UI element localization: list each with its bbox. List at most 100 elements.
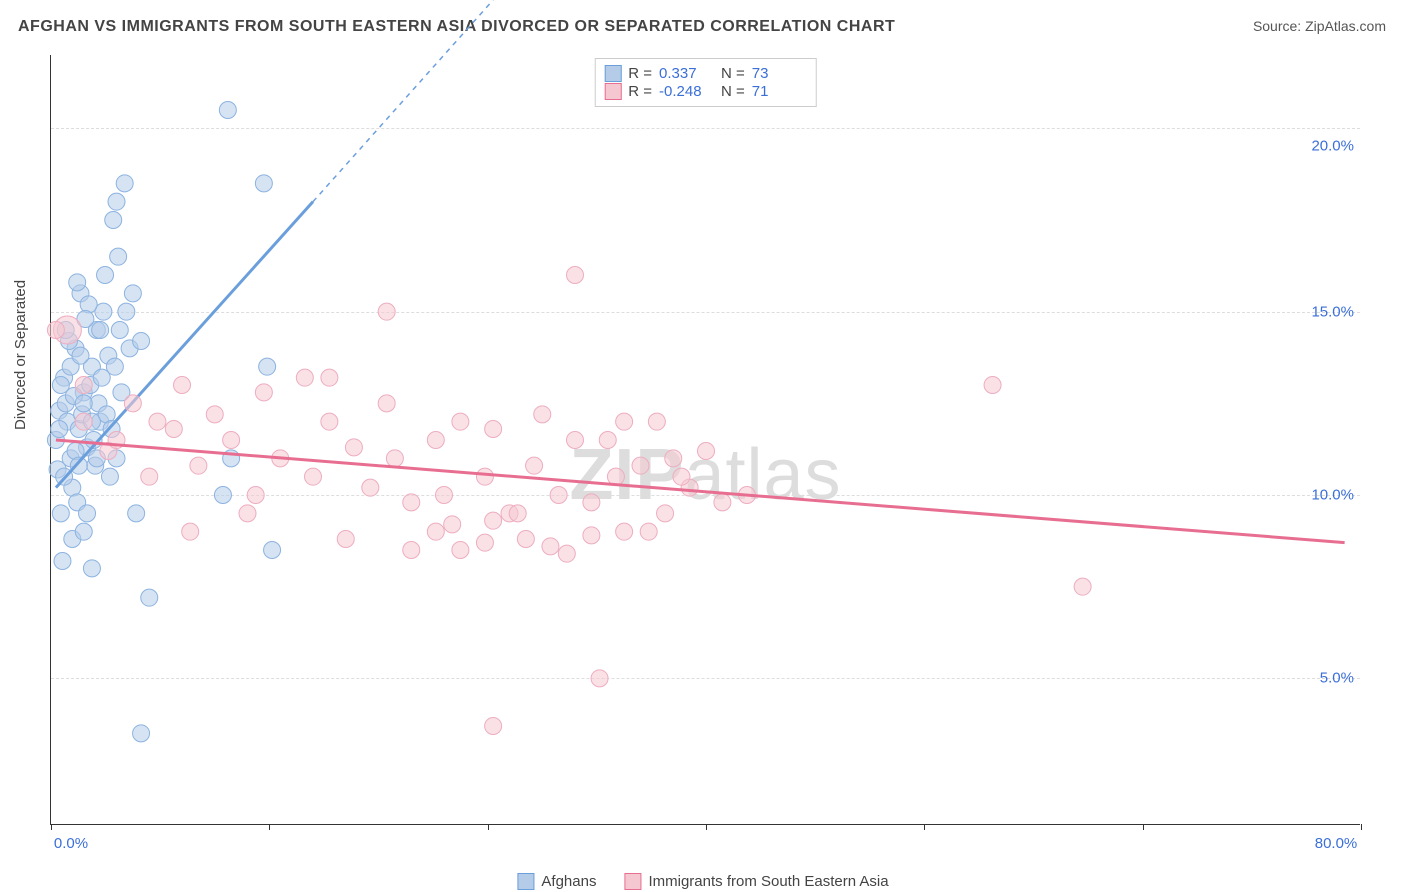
data-point-series-1	[362, 479, 379, 496]
data-point-series-0	[101, 468, 118, 485]
data-point-series-1	[403, 494, 420, 511]
data-point-series-1	[255, 384, 272, 401]
y-axis-label: Divorced or Separated	[12, 280, 29, 430]
data-point-series-1	[386, 450, 403, 467]
source-label: Source: ZipAtlas.com	[1253, 18, 1386, 34]
data-point-series-0	[75, 523, 92, 540]
data-point-series-1	[206, 406, 223, 423]
data-point-series-1	[452, 413, 469, 430]
data-point-series-1	[657, 505, 674, 522]
legend-stats-row-1: R = -0.248 N = 71	[604, 83, 807, 100]
data-point-series-1	[321, 369, 338, 386]
data-point-series-0	[52, 377, 69, 394]
data-point-series-0	[255, 175, 272, 192]
data-point-series-1	[337, 531, 354, 548]
data-point-series-0	[110, 248, 127, 265]
data-point-series-1	[607, 468, 624, 485]
data-point-series-1	[223, 432, 240, 449]
data-point-series-1	[714, 494, 731, 511]
data-point-series-1	[476, 468, 493, 485]
data-point-series-1	[640, 523, 657, 540]
data-point-series-0	[79, 505, 96, 522]
data-point-series-0	[214, 487, 231, 504]
data-point-series-1	[378, 303, 395, 320]
data-point-series-0	[80, 296, 97, 313]
data-point-series-0	[108, 193, 125, 210]
data-point-series-1	[542, 538, 559, 555]
x-tick	[1361, 824, 1362, 830]
data-point-series-1	[591, 670, 608, 687]
data-point-series-1	[517, 531, 534, 548]
x-tick	[924, 824, 925, 830]
data-point-series-1	[427, 432, 444, 449]
legend-item-1: Immigrants from South Eastern Asia	[624, 873, 888, 890]
data-point-series-0	[118, 303, 135, 320]
data-point-series-1	[616, 523, 633, 540]
data-point-series-1	[558, 545, 575, 562]
swatch-series-0	[604, 65, 621, 82]
data-point-series-1	[583, 494, 600, 511]
data-point-series-0	[219, 102, 236, 119]
data-point-series-0	[92, 322, 109, 339]
data-point-series-1	[165, 421, 182, 438]
data-point-series-0	[133, 333, 150, 350]
data-point-series-0	[259, 358, 276, 375]
data-point-series-1	[534, 406, 551, 423]
data-point-series-1	[485, 718, 502, 735]
x-tick-label: 80.0%	[1315, 835, 1358, 852]
swatch-bottom-1	[624, 873, 641, 890]
data-point-series-0	[133, 725, 150, 742]
data-point-series-0	[69, 274, 86, 291]
data-point-series-1	[567, 432, 584, 449]
data-point-series-1	[648, 413, 665, 430]
data-point-series-0	[106, 358, 123, 375]
data-point-series-0	[52, 505, 69, 522]
data-point-series-1	[673, 468, 690, 485]
data-point-series-1	[75, 377, 92, 394]
data-point-series-1	[665, 450, 682, 467]
data-point-series-1	[509, 505, 526, 522]
data-point-series-1	[141, 468, 158, 485]
data-point-series-1	[190, 457, 207, 474]
data-point-series-1	[550, 487, 567, 504]
data-point-series-1	[436, 487, 453, 504]
data-point-series-1	[1074, 578, 1091, 595]
data-point-series-0	[124, 285, 141, 302]
data-point-series-0	[75, 395, 92, 412]
data-point-series-0	[116, 175, 133, 192]
data-point-series-1	[75, 413, 92, 430]
swatch-bottom-0	[517, 873, 534, 890]
data-point-series-1	[476, 534, 493, 551]
x-tick	[51, 824, 52, 830]
data-point-series-1	[47, 322, 64, 339]
data-point-series-1	[616, 413, 633, 430]
data-point-series-1	[174, 377, 191, 394]
x-tick-label: 0.0%	[54, 835, 88, 852]
legend-stats-row-0: R = 0.337 N = 73	[604, 65, 807, 82]
legend-item-0: Afghans	[517, 873, 596, 890]
data-point-series-1	[698, 443, 715, 460]
data-point-series-0	[72, 347, 89, 364]
data-point-series-1	[427, 523, 444, 540]
legend-stats: R = 0.337 N = 73 R = -0.248 N = 71	[594, 58, 817, 107]
data-point-series-1	[485, 512, 502, 529]
data-point-series-1	[305, 468, 322, 485]
x-tick	[269, 824, 270, 830]
regression-line-series-0	[56, 202, 313, 488]
data-point-series-1	[984, 377, 1001, 394]
data-point-series-1	[182, 523, 199, 540]
x-tick	[706, 824, 707, 830]
data-point-series-1	[321, 413, 338, 430]
x-tick	[1143, 824, 1144, 830]
swatch-series-1	[604, 83, 621, 100]
data-point-series-1	[296, 369, 313, 386]
data-point-series-1	[247, 487, 264, 504]
data-point-series-1	[149, 413, 166, 430]
data-point-series-1	[485, 421, 502, 438]
data-point-series-1	[583, 527, 600, 544]
plot-area: ZIPatlas R = 0.337 N = 73 R = -0.248 N =…	[50, 55, 1360, 825]
data-point-series-0	[51, 421, 68, 438]
data-point-series-1	[632, 457, 649, 474]
x-tick	[488, 824, 489, 830]
data-point-series-0	[128, 505, 145, 522]
